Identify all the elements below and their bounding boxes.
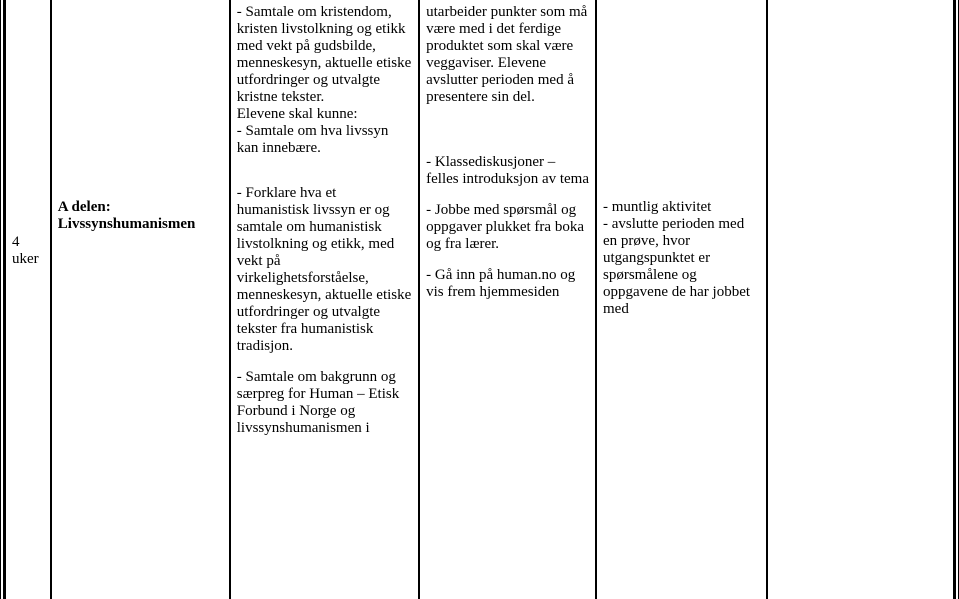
duration-text: 4 uker (12, 234, 44, 268)
act-p1: utarbeider punkter som må være med i det… (426, 4, 589, 106)
cell-section: A delen: Livssynshumanismen (51, 0, 230, 599)
section-label: A delen: (58, 199, 223, 216)
cell-empty (767, 0, 954, 599)
goals-p3: - Forklare hva et humanistisk livssyn er… (237, 185, 412, 355)
goals-p2b: - Samtale om hva livssyn kan innebære. (237, 123, 412, 157)
cell-assessment: - muntlig aktivitet - avslutte perioden … (596, 0, 767, 599)
cell-activities: utarbeider punkter som må være med i det… (419, 0, 596, 599)
goals-p4: - Samtale om bakgrunn og særpreg for Hum… (237, 369, 412, 437)
act-p4: - Gå inn på human.no og vis frem hjemmes… (426, 267, 589, 301)
section-title: Livssynshumanismen (58, 216, 223, 233)
assess-l1: - muntlig aktivitet (603, 199, 760, 216)
goals-p2a: Elevene skal kunne: (237, 106, 412, 123)
cell-duration: 4 uker (5, 0, 51, 599)
plan-table: 4 uker A delen: Livssynshumanismen - Sam… (4, 0, 955, 599)
act-p2: - Klassediskusjoner – felles introduksjo… (426, 154, 589, 188)
cell-goals: - Samtale om kristendom, kristen livstol… (230, 0, 419, 599)
goals-p1: - Samtale om kristendom, kristen livstol… (237, 4, 412, 106)
act-p3: - Jobbe med spørsmål og oppgaver plukket… (426, 202, 589, 253)
assess-l2: - avslutte perioden med en prøve, hvor u… (603, 216, 760, 318)
